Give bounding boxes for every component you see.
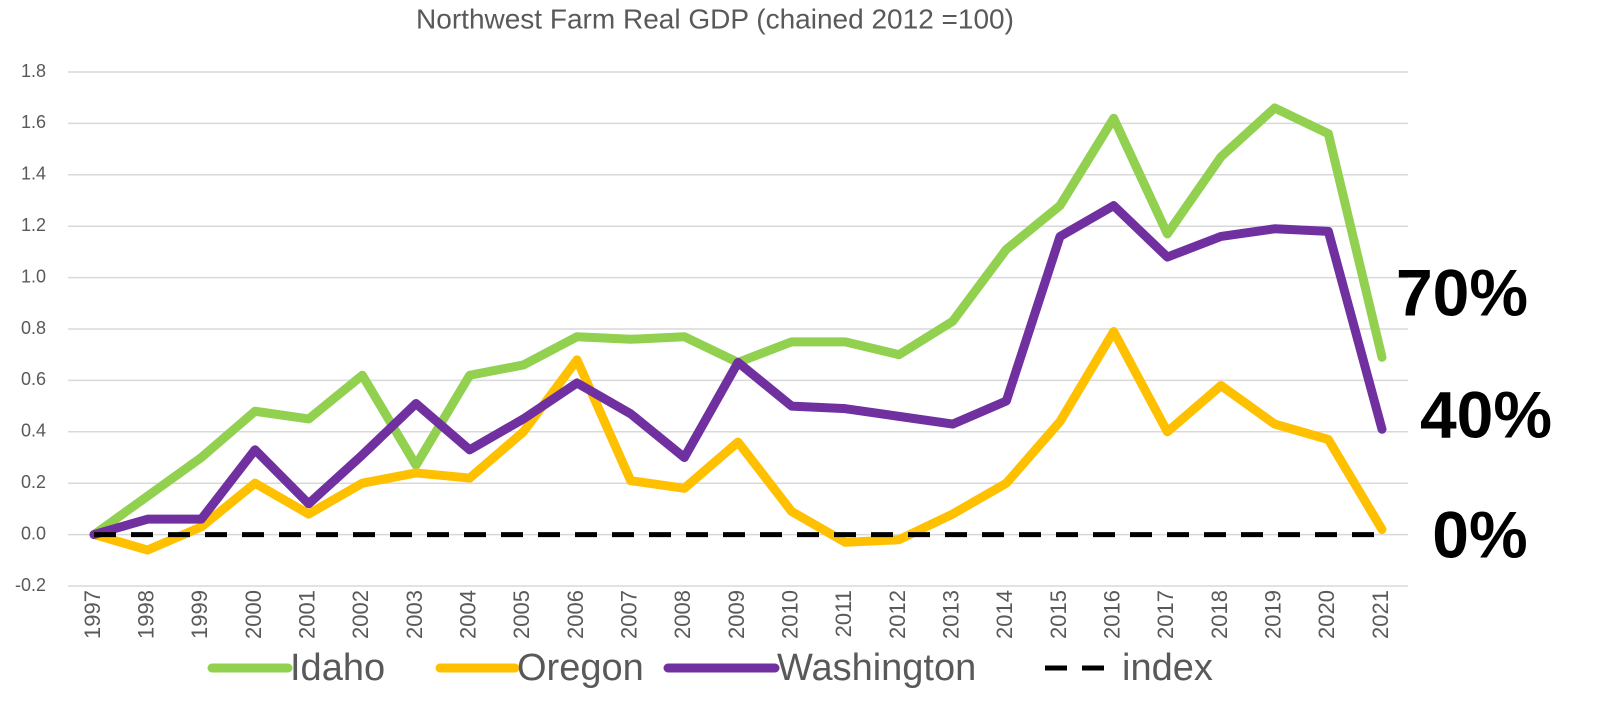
y-tick-label: 0.2 (21, 472, 46, 492)
y-tick-label: 1.4 (21, 164, 46, 184)
series-line (89, 103, 1387, 540)
x-tick-label: 2013 (938, 590, 963, 639)
x-tick-label: 2015 (1046, 590, 1071, 639)
x-tick-label: 1998 (133, 590, 158, 639)
x-tick-label: 2017 (1153, 590, 1178, 639)
y-tick-label: 1.8 (21, 61, 46, 81)
x-tick-label: 2010 (777, 590, 802, 639)
x-tick-label: 2019 (1260, 590, 1285, 639)
x-tick-label: 2003 (402, 590, 427, 639)
y-tick-label: 1.0 (21, 266, 46, 286)
y-tick-label: 1.6 (21, 112, 46, 132)
x-tick-label: 2001 (294, 590, 319, 639)
x-tick-label: 2016 (1099, 590, 1124, 639)
legend-label: index (1122, 647, 1213, 689)
y-tick-label: -0.2 (15, 575, 46, 595)
annotation: 40% (1420, 377, 1552, 451)
x-tick-label: 2007 (616, 590, 641, 639)
series-line (89, 327, 1387, 555)
x-tick-label: 2008 (670, 590, 695, 639)
chart-title: Northwest Farm Real GDP (chained 2012 =1… (416, 3, 1014, 34)
y-tick-label: 0.6 (21, 369, 46, 389)
x-tick-label: 1997 (80, 590, 105, 639)
annotation: 0% (1432, 497, 1527, 571)
legend-label: Idaho (290, 647, 385, 689)
x-tick-label: 1999 (187, 590, 212, 639)
x-tick-label: 2020 (1314, 590, 1339, 639)
y-tick-label: 1.2 (21, 215, 46, 235)
x-tick-label: 2012 (885, 590, 910, 639)
x-tick-label: 2018 (1207, 590, 1232, 639)
x-tick-label: 2004 (455, 590, 480, 639)
x-tick-label: 2014 (992, 590, 1017, 639)
legend-label: Oregon (517, 647, 644, 689)
y-tick-label: 0.4 (21, 421, 46, 441)
x-tick-label: 2005 (509, 590, 534, 639)
series-line (89, 201, 1387, 540)
annotation: 70% (1396, 255, 1528, 329)
x-tick-label: 2021 (1368, 590, 1393, 639)
y-tick-label: 0.0 (21, 523, 46, 543)
x-tick-label: 2006 (563, 590, 588, 639)
y-tick-label: 0.8 (21, 318, 46, 338)
x-tick-label: 2002 (348, 590, 373, 639)
x-tick-label: 2000 (241, 590, 266, 639)
x-tick-label: 2011 (831, 590, 856, 637)
x-tick-label: 2009 (724, 590, 749, 639)
legend-label: Washington (777, 647, 976, 689)
